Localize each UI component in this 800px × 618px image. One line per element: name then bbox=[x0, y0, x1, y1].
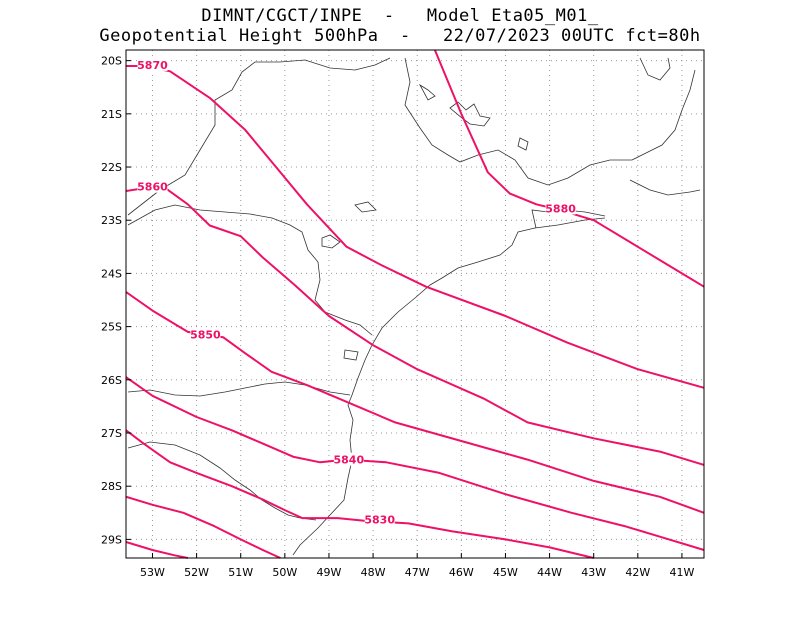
x-tick-label: 42W bbox=[625, 566, 650, 579]
contour-line-5820 bbox=[125, 495, 281, 559]
y-tick-label: 26S bbox=[101, 374, 122, 387]
y-tick-label: 28S bbox=[101, 480, 122, 493]
y-tick-label: 24S bbox=[101, 267, 122, 280]
contour-line-5870 bbox=[126, 65, 705, 389]
reservoir bbox=[354, 201, 377, 213]
contour-label-5870: 5870 bbox=[137, 59, 168, 72]
contour-label-5880: 5880 bbox=[545, 203, 576, 216]
y-tick-label: 27S bbox=[101, 427, 122, 440]
y-tick-label: 20S bbox=[101, 55, 122, 68]
x-tick-label: 49W bbox=[317, 566, 342, 579]
state-border bbox=[127, 204, 373, 336]
x-tick-label: 52W bbox=[184, 566, 209, 579]
x-tick-label: 41W bbox=[670, 566, 695, 579]
x-tick-label: 47W bbox=[405, 566, 430, 579]
chart-title-line1: DIMNT/CGCT/INPE - Model Eta05_M01_ bbox=[201, 6, 599, 26]
reservoir bbox=[343, 349, 359, 361]
contour-label-layer: 5880 5870 5860 5850 5840 5830 bbox=[137, 57, 576, 527]
contour-label-5840: 5840 bbox=[334, 454, 365, 467]
x-tick-label: 46W bbox=[449, 566, 474, 579]
state-border bbox=[629, 179, 701, 196]
y-tick-label: 21S bbox=[101, 108, 122, 121]
y-tick-label: 23S bbox=[101, 214, 122, 227]
contour-line-5880 bbox=[433, 49, 705, 288]
x-tick-label: 53W bbox=[140, 566, 165, 579]
state-border bbox=[127, 57, 391, 216]
chart-title-line2: Geopotential Height 500hPa - 22/07/2023 … bbox=[99, 26, 701, 46]
x-tick-label: 44W bbox=[537, 566, 562, 579]
contour-label-bg bbox=[137, 57, 168, 71]
state-border bbox=[639, 57, 671, 81]
reservoir bbox=[449, 101, 491, 127]
y-tick-label: 22S bbox=[101, 161, 122, 174]
reservoir bbox=[418, 83, 436, 101]
contour-label-bg bbox=[333, 452, 364, 466]
x-tick-label: 43W bbox=[581, 566, 606, 579]
state-border bbox=[127, 441, 317, 521]
reservoir bbox=[321, 234, 341, 249]
contour-line-5810 bbox=[125, 541, 188, 559]
contour-label-5860: 5860 bbox=[137, 181, 168, 194]
x-tick-label: 51W bbox=[228, 566, 253, 579]
contour-layer bbox=[125, 49, 705, 559]
coastline bbox=[292, 217, 606, 556]
contour-line-5860 bbox=[125, 187, 705, 466]
plot-frame bbox=[125, 49, 705, 559]
x-tick-label: 45W bbox=[493, 566, 518, 579]
contour-line-5830 bbox=[125, 429, 594, 559]
grid-layer bbox=[126, 50, 704, 558]
y-tick-label: 29S bbox=[101, 533, 122, 546]
axis-tick-layer: 53W 52W 51W 50W 49W 48W 47W 46W 45W 44W 43W 42W 41W 2… bbox=[101, 55, 694, 579]
x-tick-label: 48W bbox=[361, 566, 386, 579]
y-tick-label: 25S bbox=[101, 321, 122, 334]
contour-label-bg bbox=[190, 327, 221, 341]
x-tick-label: 50W bbox=[272, 566, 297, 579]
contour-label-bg bbox=[137, 179, 168, 193]
contour-label-bg bbox=[545, 201, 576, 215]
contour-label-bg bbox=[364, 512, 395, 526]
coastline-map bbox=[127, 57, 701, 556]
state-border bbox=[404, 57, 696, 186]
contour-label-5830: 5830 bbox=[364, 514, 395, 527]
contour-label-5850: 5850 bbox=[190, 329, 221, 342]
reservoir bbox=[517, 137, 529, 151]
